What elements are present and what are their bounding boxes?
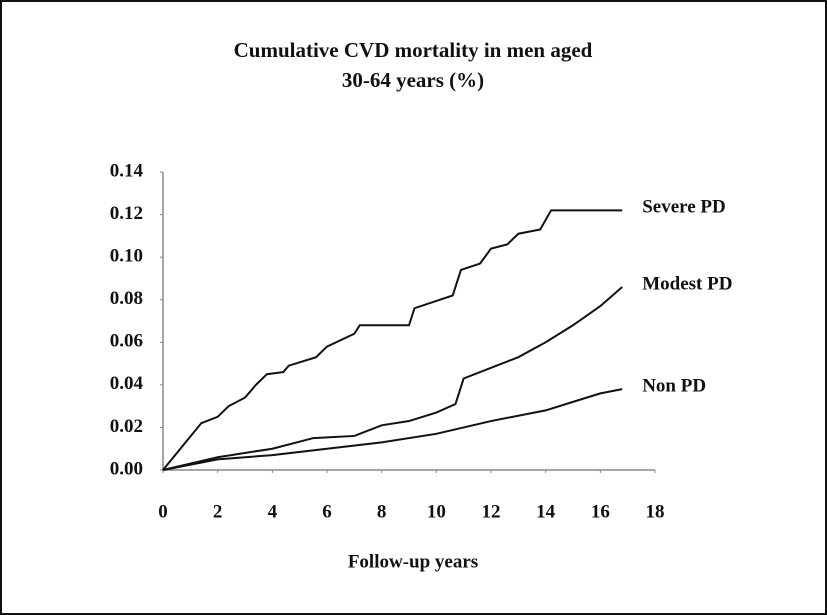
series-label: Modest PD — [642, 273, 732, 294]
x-tick-label: 0 — [158, 501, 168, 522]
x-tick-label: 2 — [213, 501, 223, 522]
series-line — [162, 286, 623, 471]
series-line — [162, 388, 623, 471]
series-line — [162, 209, 623, 471]
y-tick-label: 0.08 — [110, 288, 143, 309]
x-tick-label: 16 — [591, 501, 610, 522]
x-tick-label: 8 — [377, 501, 387, 522]
y-tick-label: 0.10 — [110, 246, 143, 267]
x-axis-label: Follow-up years — [348, 551, 478, 572]
series-label: Non PD — [642, 375, 706, 396]
y-tick-label: 0.06 — [110, 331, 143, 352]
x-tick-label: 4 — [268, 501, 278, 522]
y-tick-label: 0.14 — [110, 160, 144, 181]
x-tick-label: 10 — [427, 501, 446, 522]
y-tick-label: 0.00 — [110, 458, 143, 479]
x-tick-label: 12 — [482, 501, 501, 522]
x-tick-label: 18 — [646, 501, 665, 522]
chart-title: 30-64 years (%) — [342, 68, 484, 92]
y-tick-label: 0.02 — [110, 416, 143, 437]
y-tick-label: 0.04 — [110, 373, 144, 394]
y-tick-label: 0.12 — [110, 203, 143, 224]
series-label: Severe PD — [642, 197, 726, 218]
chart-title: Cumulative CVD mortality in men aged — [234, 38, 593, 62]
x-tick-label: 14 — [536, 501, 556, 522]
x-tick-label: 6 — [322, 501, 332, 522]
